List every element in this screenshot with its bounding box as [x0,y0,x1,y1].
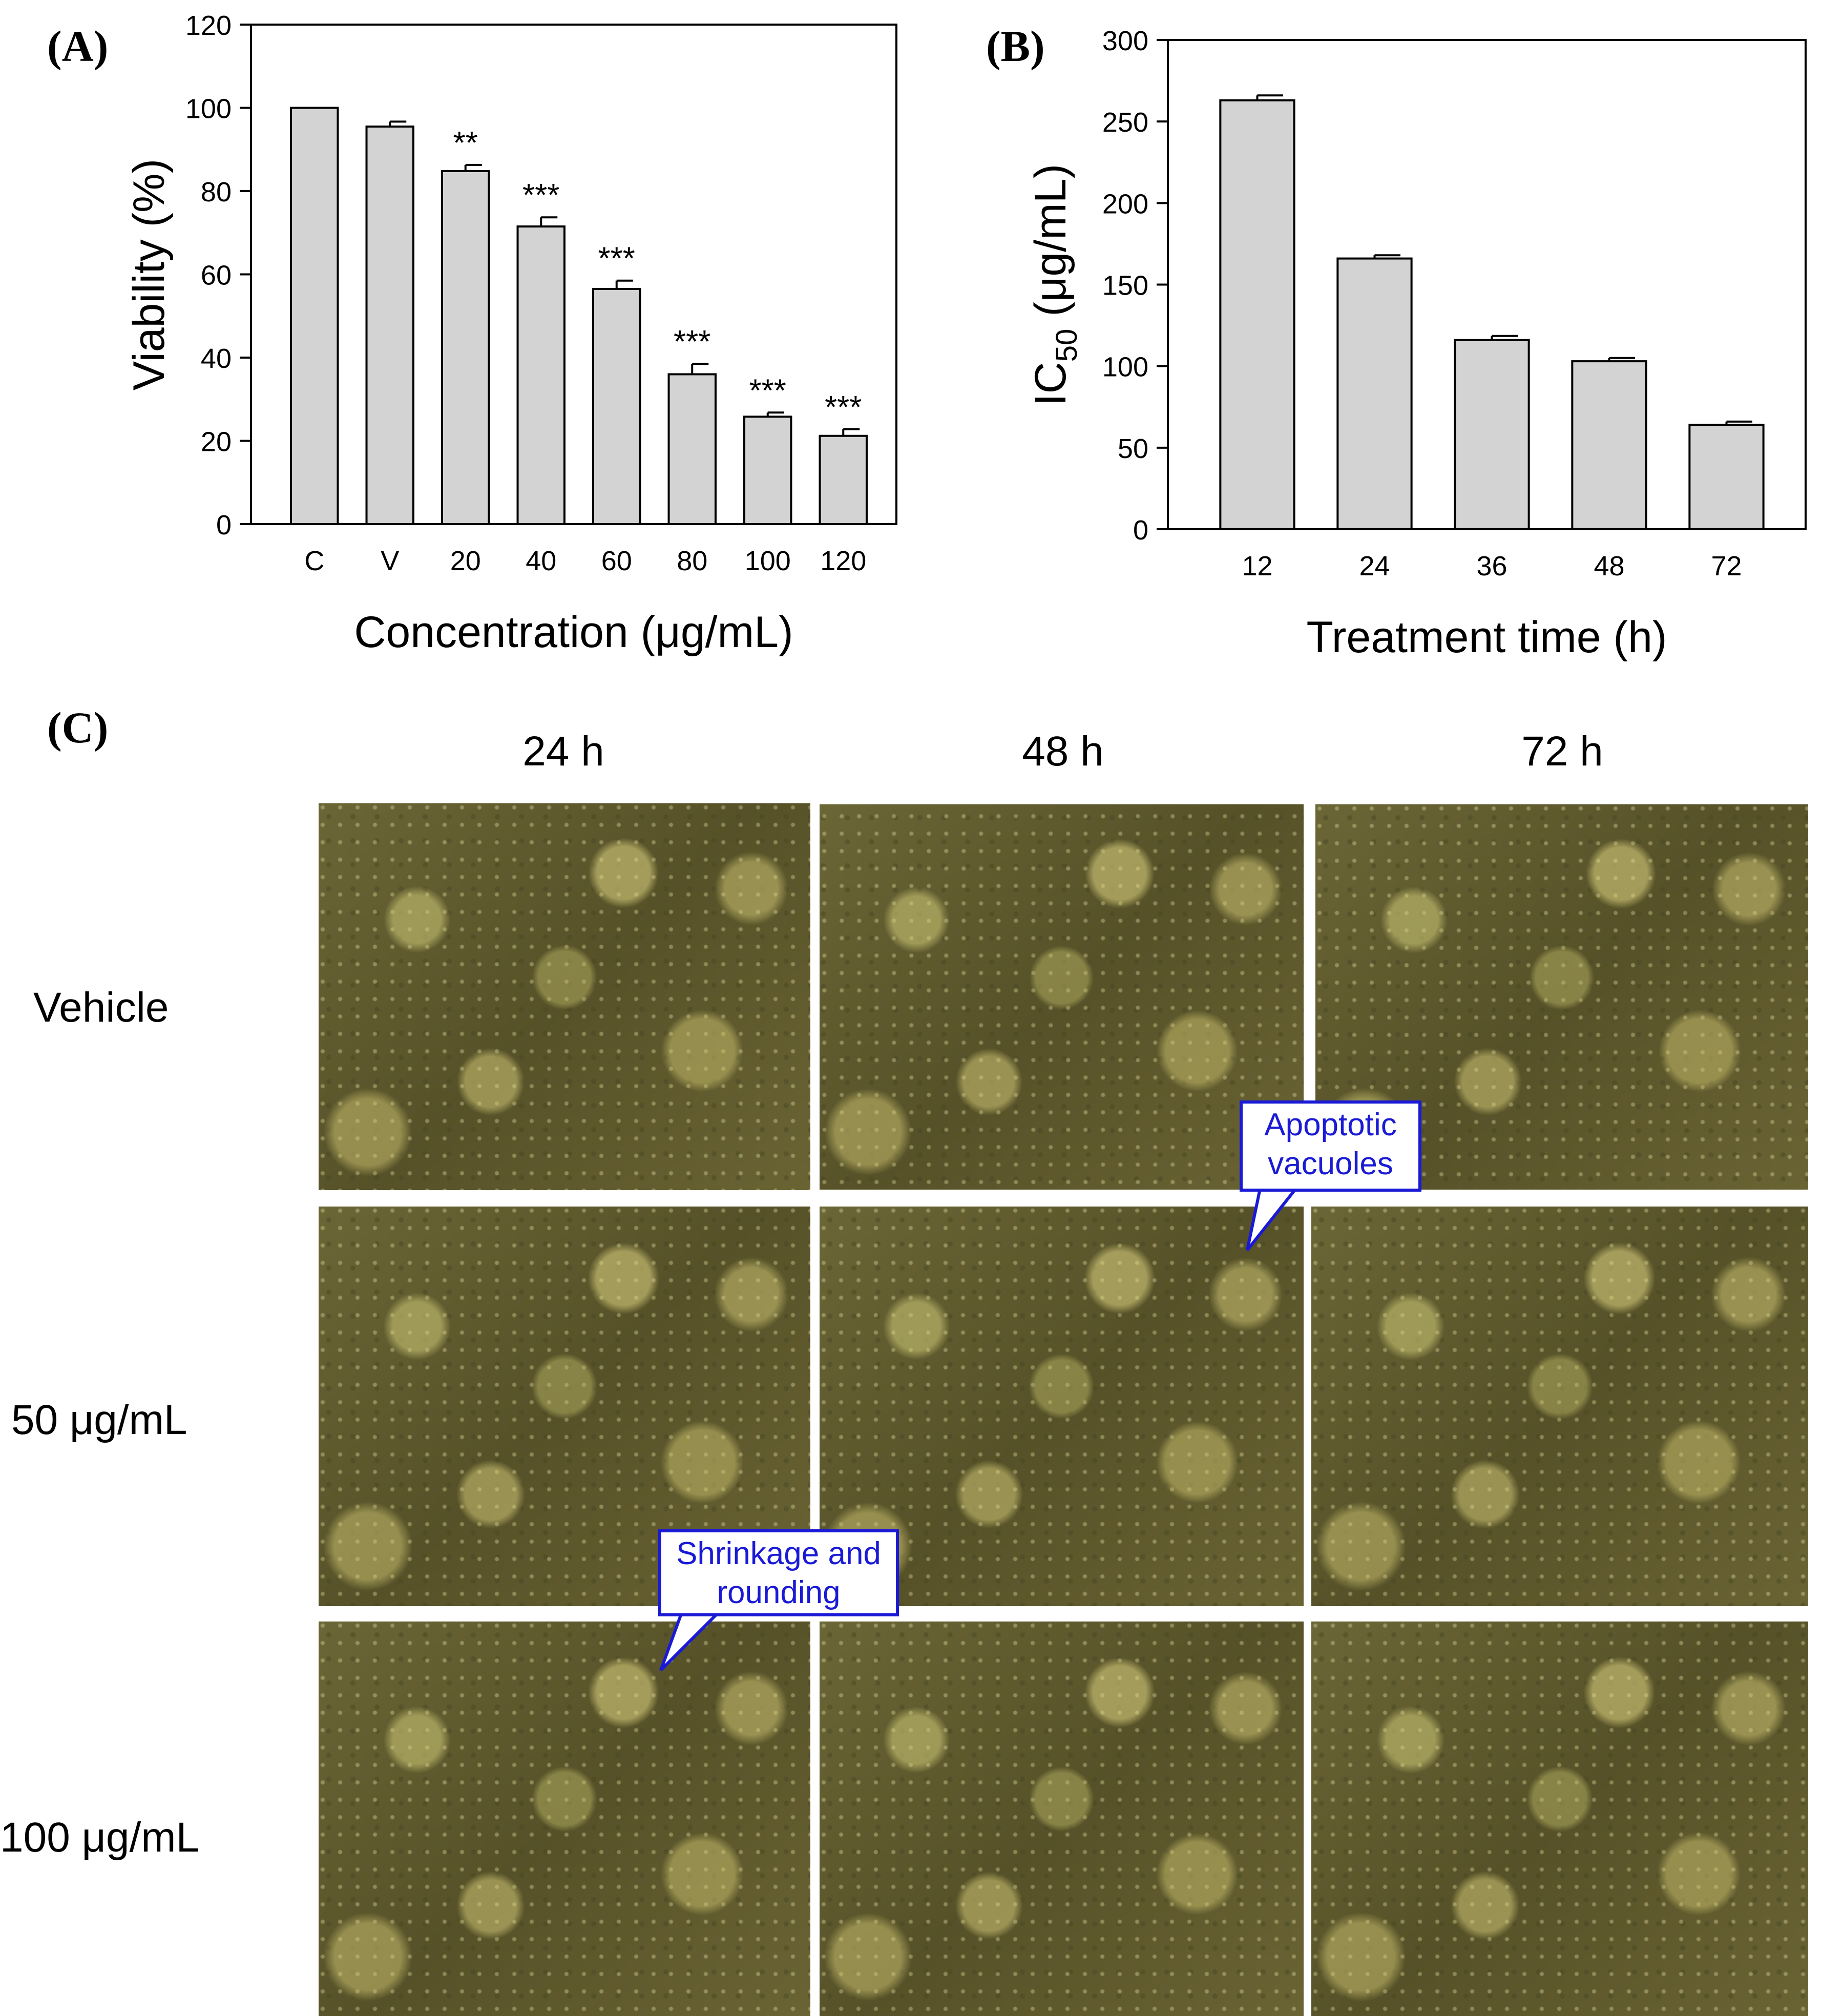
y-tick-label: 120 [185,10,232,41]
y-tick-label: 0 [216,510,232,541]
x-tick-label-48: 48 [1594,551,1624,581]
x-tick-label-V: V [381,546,399,576]
micrograph-100-24h [319,1622,810,2016]
bar-60 [592,287,641,525]
column-header-24h: 24 h [522,728,604,775]
bar-80 [667,373,717,525]
panel-b-label: (B) [986,22,1045,71]
x-tick-label-20: 20 [450,546,481,576]
significance-marker: *** [749,373,786,408]
panel-c-label: (C) [47,703,109,752]
y-tick-label: 150 [1102,271,1148,301]
bar-20 [441,170,490,525]
significance-marker: *** [674,324,710,360]
y-tick-label: 40 [201,343,232,374]
x-tick-label-120: 120 [820,546,866,576]
y-tick-label: 100 [185,94,232,124]
x-tick-label-40: 40 [526,546,556,576]
bar-100 [743,415,792,525]
column-header-48h: 48 h [1022,728,1104,775]
y-tick-label: 50 [1118,433,1148,464]
y-tick-label: 250 [1102,107,1148,138]
apoptotic-callout-pointer [1246,1186,1300,1251]
significance-marker: *** [522,178,559,213]
y-tick-label: 80 [201,177,232,207]
y-tick-label: 60 [201,260,232,291]
micrograph-vehicle-48h [820,804,1304,1190]
bar-48 [1571,360,1647,530]
bar-V [365,126,414,525]
micrograph-50-48h [820,1207,1304,1606]
x-tick-label-36: 36 [1476,551,1507,581]
significance-marker: ** [453,126,478,161]
y-axis-label: Viability (%) [124,159,174,390]
significance-marker: *** [825,390,862,425]
x-tick-label-C: C [304,546,324,576]
apoptotic-callout: Apoptotic vacuoles [1240,1100,1421,1192]
micrograph-100-48h [820,1622,1304,2016]
x-tick-label-60: 60 [601,546,632,576]
row-header-vehicle: Vehicle [33,984,169,1031]
column-header-72h: 72 h [1521,728,1603,775]
micrograph-100-72h [1311,1622,1808,2016]
significance-marker: *** [598,241,635,277]
bar-24 [1336,257,1413,531]
row-header-100: 100 μg/mL [0,1814,200,1861]
bar-72 [1688,424,1765,530]
plot-frame [250,24,897,525]
micrograph-vehicle-24h [319,803,810,1190]
bar-120 [819,434,868,525]
y-axis-label: IC50 (μg/mL) [1026,164,1083,406]
y-tick-label: 100 [1102,352,1148,383]
x-axis-label: Concentration (μg/mL) [354,608,793,657]
y-tick-label: 0 [1133,515,1148,546]
shrinkage-callout-pointer [659,1611,721,1672]
shrinkage-callout: Shrinkage and rounding [658,1529,899,1616]
x-tick-label-72: 72 [1711,551,1742,581]
x-tick-label-24: 24 [1359,551,1390,581]
micrograph-50-72h [1311,1207,1808,1606]
viability-bar-chart: 0 20 40 60 80 100 120 C V ** 20 *** 40 *** 60 *** 80 *** 1… [124,10,897,657]
x-tick-label-100: 100 [745,546,791,576]
y-tick-label: 200 [1102,189,1148,219]
panel-a-label: (A) [47,22,109,71]
x-tick-label-12: 12 [1242,551,1272,581]
bar-12 [1219,99,1295,531]
bar-40 [516,225,566,525]
ic50-bar-chart: 0 50 100 150 200 250 300 12 24 36 48 72 Treatment ti… [1026,26,1807,662]
y-tick-label: 300 [1102,26,1148,56]
x-tick-label-80: 80 [677,546,707,576]
row-header-50: 50 μg/mL [11,1397,187,1443]
x-axis-label: Treatment time (h) [1306,613,1667,662]
y-tick-label: 20 [201,427,232,458]
bar-C [290,107,339,525]
bar-36 [1454,339,1530,530]
